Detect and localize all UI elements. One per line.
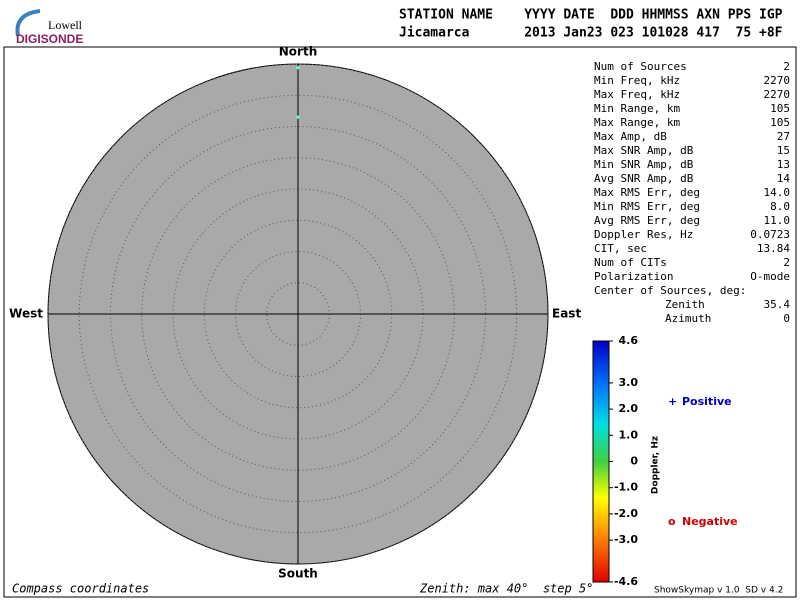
- stat-value: 2: [783, 60, 790, 73]
- colorbar-tick-label: -1.0: [614, 481, 638, 494]
- stat-label: Max RMS Err, deg: [594, 186, 700, 199]
- colorbar-tick-label: 2.0: [619, 402, 639, 415]
- stat-value: 2270: [764, 74, 791, 87]
- legend-label: Positive: [682, 395, 732, 408]
- colorbar-tick-label: -4.6: [614, 575, 638, 588]
- stat-value: 11.0: [764, 214, 791, 227]
- colorbar-tick-label: -2.0: [614, 507, 638, 520]
- stat-label: Doppler Res, Hz: [594, 228, 693, 241]
- stat-value: 14.0: [764, 186, 791, 199]
- stat-value: 2270: [764, 88, 791, 101]
- center-value: 35.4: [764, 298, 791, 311]
- stat-label: Polarization: [594, 270, 673, 283]
- stat-label: Min SNR Amp, dB: [594, 158, 694, 171]
- dir-north: North: [279, 45, 317, 59]
- stat-label: Max Freq, kHz: [594, 88, 680, 101]
- stat-label: Min Range, km: [594, 102, 680, 115]
- stat-label: Avg SNR Amp, dB: [594, 172, 694, 185]
- center-title: Center of Sources, deg:: [594, 284, 746, 297]
- stat-value: 27: [777, 130, 790, 143]
- colorbar: [592, 340, 610, 583]
- colorbar-tick-label: 0: [630, 455, 638, 468]
- center-label: Azimuth: [665, 312, 711, 325]
- legend-symbol: +: [668, 395, 677, 408]
- stat-value: 2: [783, 256, 790, 269]
- colorbar-title: Doppler, Hz: [651, 436, 661, 494]
- logo-swoosh: [15, 9, 41, 37]
- stat-label: Avg RMS Err, deg: [594, 214, 700, 227]
- stat-label: Max Amp, dB: [594, 130, 667, 143]
- stat-value: 105: [770, 102, 790, 115]
- stat-label: Max Range, km: [594, 116, 680, 129]
- stat-value: 105: [770, 116, 790, 129]
- source-point: [296, 115, 300, 119]
- stat-value: 13.84: [757, 242, 790, 255]
- center-value: 0: [783, 312, 790, 325]
- stat-value: 8.0: [770, 200, 790, 213]
- colorbar-tick-label: 4.6: [619, 334, 639, 347]
- stat-label: Num of CITs: [594, 256, 667, 269]
- logo-top: Lowell: [48, 18, 83, 32]
- dir-east: East: [552, 307, 581, 321]
- colorbar-tick-label: 3.0: [619, 376, 639, 389]
- stat-label: Min Freq, kHz: [594, 74, 680, 87]
- stat-label: Max SNR Amp, dB: [594, 144, 694, 157]
- footer-right: ShowSkymap v 1.0 SD v 4.2: [654, 586, 783, 596]
- colorbar-tick-label: -3.0: [614, 533, 638, 546]
- header-columns: STATION NAME YYYY DATE DDD HHMMSS AXN PP…: [399, 8, 783, 23]
- dir-west: West: [9, 307, 43, 321]
- stat-value: 0.0723: [750, 228, 790, 241]
- stat-label: Min RMS Err, deg: [594, 200, 700, 213]
- logo-bottom: DIGISONDE: [16, 32, 83, 46]
- footer-center: Zenith: max 40° step 5°: [419, 582, 593, 596]
- dir-south: South: [278, 567, 318, 581]
- stat-label: Num of Sources: [594, 60, 687, 73]
- colorbar-tick-label: 1.0: [619, 428, 639, 441]
- stat-value: 13: [777, 158, 790, 171]
- legend-symbol: o: [668, 515, 676, 528]
- frame: [3, 46, 797, 598]
- footer-left: Compass coordinates: [12, 582, 149, 596]
- skymap: North South West East: [9, 45, 581, 581]
- stat-value: 15: [777, 144, 790, 157]
- legend-label: Negative: [682, 515, 738, 528]
- source-point: [296, 66, 300, 70]
- header-values: Jicamarca 2013 Jan23 023 101028 417 75 +…: [399, 26, 783, 41]
- center-label: Zenith: [665, 298, 705, 311]
- stat-label: CIT, sec: [594, 242, 647, 255]
- stat-value: 14: [777, 172, 791, 185]
- stat-value: O-mode: [750, 270, 790, 283]
